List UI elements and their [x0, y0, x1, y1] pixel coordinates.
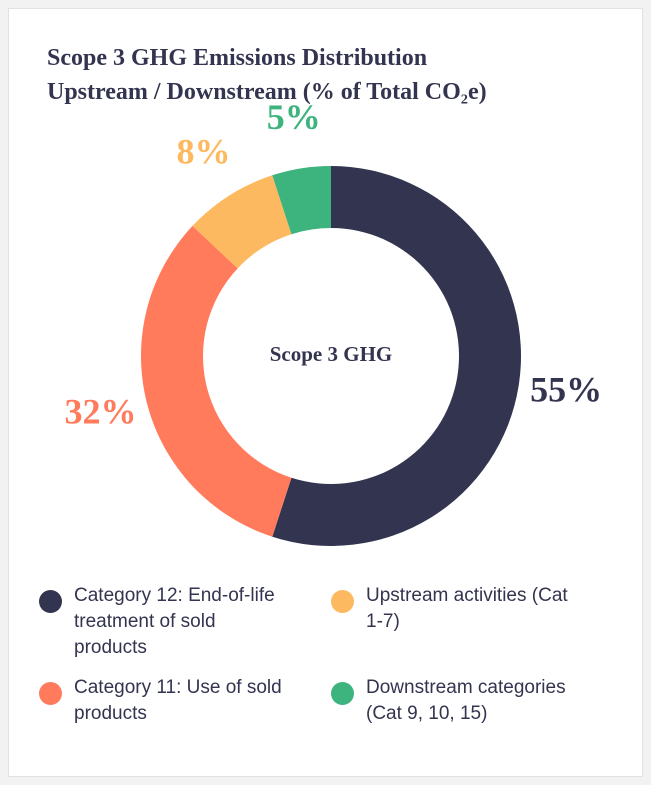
card: Scope 3 GHG Emissions Distribution Upstr…: [8, 8, 643, 777]
title-line: Scope 3 GHG Emissions Distribution: [47, 45, 428, 71]
value-label: 32%: [64, 391, 136, 431]
donut-segment: [272, 166, 522, 546]
legend-swatch: [39, 682, 62, 705]
center-label: Scope 3 GHG: [270, 342, 393, 366]
legend-item: Category 12: End-of-life treatment of so…: [39, 583, 331, 675]
chart-title: Scope 3 GHG Emissions Distribution Upstr…: [47, 41, 487, 109]
legend-swatch: [331, 590, 354, 613]
legend-label: Downstream categories (Cat 9, 10, 15): [366, 677, 566, 724]
donut-segment: [192, 175, 292, 269]
value-label: 8%: [176, 131, 230, 171]
legend-item: Category 11: Use of sold products: [39, 675, 331, 735]
legend-swatch: [39, 590, 62, 613]
legend: Category 12: End-of-life treatment of so…: [39, 583, 611, 735]
legend-swatch: [331, 682, 354, 705]
legend-item: Upstream activities (Cat 1-7): [331, 583, 611, 675]
legend-label: Category 12: End-of-life treatment of so…: [74, 585, 275, 658]
value-label: 55%: [530, 369, 602, 409]
legend-label: Upstream activities (Cat 1-7): [366, 585, 568, 632]
legend-label: Category 11: Use of sold products: [74, 677, 282, 724]
legend-item: Downstream categories (Cat 9, 10, 15): [331, 675, 611, 735]
chart: Scope 3 GHG 55% 32% 8% 5%: [64, 97, 602, 546]
title-line: Upstream / Downstream (% of Total CO₂e): [47, 79, 487, 105]
value-label: 5%: [267, 97, 321, 137]
donut-segment: [272, 166, 331, 235]
donut-segment: [140, 225, 292, 537]
